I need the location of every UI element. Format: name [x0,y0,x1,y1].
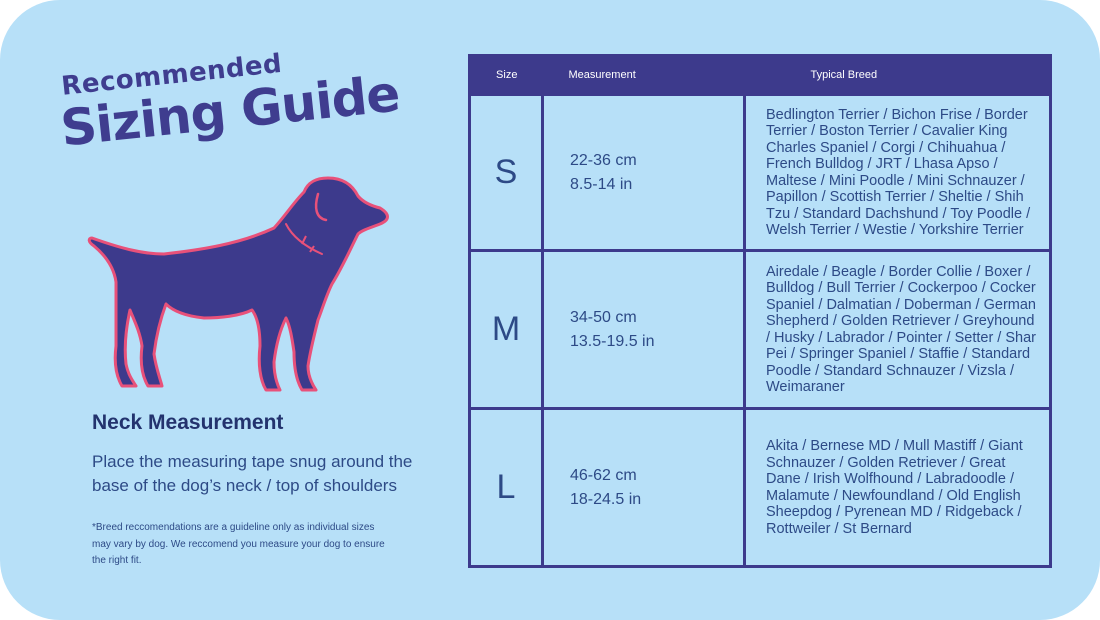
size-label: S [468,93,544,252]
size-label: M [468,249,544,410]
breed-list: Bedlington Terrier / Bichon Frise / Bord… [743,93,1052,252]
table-header-row: Size Measurement Typical Breed [469,55,1051,95]
size-label: L [468,407,544,568]
header-measurement: Measurement [542,55,745,95]
measurement-inch: 8.5-14 in [570,175,633,193]
header-size: Size [469,55,543,95]
breed-list: Akita / Bernese MD / Mull Mastiff / Gian… [743,407,1052,568]
breed-list: Airedale / Beagle / Border Collie / Boxe… [743,249,1052,410]
measurement-inch: 18-24.5 in [570,490,642,508]
neck-measurement-description: Place the measuring tape snug around the… [92,452,413,495]
dog-silhouette-icon [87,176,389,392]
measurement-cm: 22-36 cm [570,151,637,169]
measurement-cell: 34-50 cm 13.5-19.5 in [541,249,746,410]
measurement-inch: 13.5-19.5 in [570,332,655,350]
measurement-cm: 34-50 cm [570,308,637,326]
sizing-table: Size Measurement Typical Breed S 22-36 c… [468,54,1052,568]
measurement-cell: 46-62 cm 18-24.5 in [541,407,746,568]
measurement-cell: 22-36 cm 8.5-14 in [541,93,746,252]
breed-footnote: *Breed reccomendations are a guideline o… [92,522,385,566]
table-row: M 34-50 cm 13.5-19.5 in Airedale / Beagl… [468,249,1052,410]
measurement-cm: 46-62 cm [570,466,637,484]
neck-measurement-title: Neck Measurement [92,411,284,434]
table-row: S 22-36 cm 8.5-14 in Bedlington Terrier … [468,93,1052,252]
table-row: L 46-62 cm 18-24.5 in Akita / Bernese MD… [468,407,1052,568]
header-typical-breed: Typical Breed [744,55,1051,95]
